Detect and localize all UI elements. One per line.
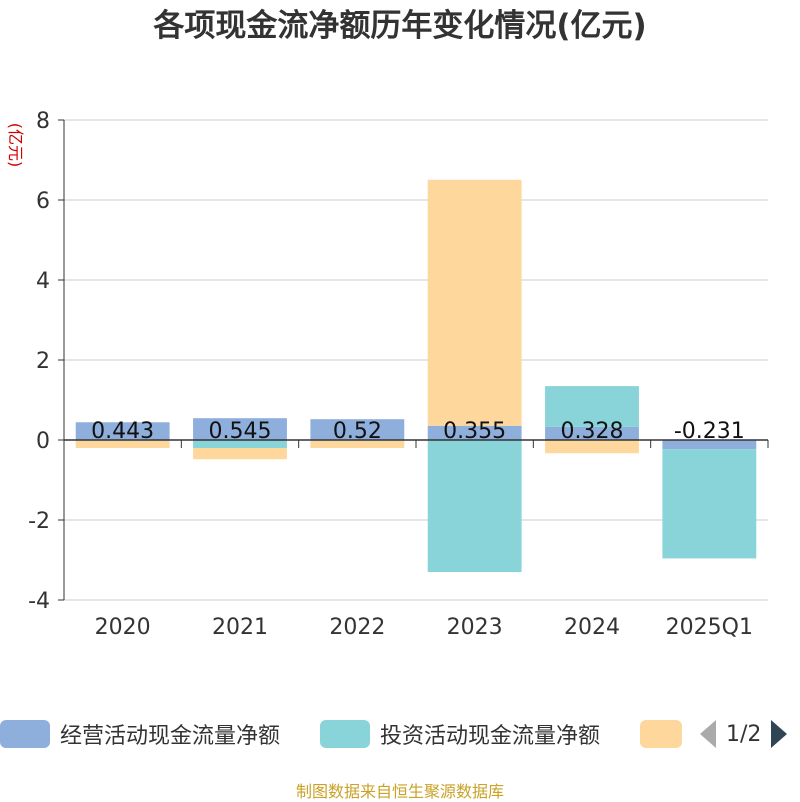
x-tick-label: 2023 (447, 615, 503, 640)
bar-operating-2024 (545, 426, 639, 440)
bar-financing-2021 (193, 448, 287, 460)
bar-operating-2023 (427, 425, 522, 440)
legend-next-page-icon[interactable] (771, 720, 788, 748)
data-label-operating: 0.545 (209, 419, 272, 444)
bar-operating-2020 (75, 422, 170, 440)
data-label-operating: -0.231 (674, 419, 745, 444)
y-tick-label: 8 (36, 109, 50, 134)
y-tick-label: 4 (36, 269, 50, 294)
legend-swatch-financing (640, 720, 682, 748)
data-label-operating: 0.52 (333, 419, 382, 444)
legend: 经营活动现金流量净额 投资活动现金流量净额 (0, 716, 800, 756)
data-label-operating: 0.443 (91, 419, 154, 444)
bar-operating-2022 (310, 419, 405, 440)
y-axis-label: (亿元) (6, 123, 25, 168)
x-tick-label: 2025Q1 (666, 615, 753, 640)
legend-prev-page-icon[interactable] (700, 720, 716, 748)
bar-financing-2020 (75, 440, 170, 448)
chart-title: 各项现金流净额历年变化情况(亿元) (153, 8, 647, 44)
bar-operating-2025Q1 (662, 440, 757, 450)
legend-swatch-investing (320, 720, 370, 748)
bar-investing-2025Q1 (662, 449, 757, 559)
bar-financing-2024 (545, 440, 639, 454)
legend-label-investing: 投资活动现金流量净额 (380, 724, 601, 749)
legend-label-operating: 经营活动现金流量净额 (60, 724, 281, 749)
data-label-operating: 0.355 (443, 419, 506, 444)
bar-financing-2023 (427, 179, 522, 426)
y-tick-label: -4 (28, 589, 50, 614)
y-tick-label: 0 (36, 429, 50, 454)
legend-page-indicator: 1/2 (726, 721, 762, 747)
x-tick-label: 2024 (564, 615, 620, 640)
bar-financing-2022 (310, 440, 405, 448)
chart-area: 8 6 4 2 0 -2 -4 (亿元) 0.443 0.545 0.52 0.355 0.328 -0.… (6, 109, 769, 640)
y-tick-label: 6 (36, 189, 50, 214)
x-tick-label: 2022 (329, 615, 385, 640)
legend-item-financing[interactable] (640, 716, 692, 752)
y-tick-label: -2 (28, 509, 50, 534)
bar-operating-2021 (193, 418, 287, 440)
bar-investing-2024 (545, 386, 639, 427)
data-source-note: 制图数据来自恒生聚源数据库 (295, 782, 504, 801)
data-label-operating: 0.328 (561, 419, 624, 444)
bar-investing-2023 (427, 440, 522, 572)
legend-item-investing[interactable]: 投资活动现金流量净额 (320, 716, 600, 752)
legend-item-operating[interactable]: 经营活动现金流量净额 (0, 716, 280, 752)
legend-swatch-operating (0, 720, 50, 748)
bar-investing-2021 (193, 440, 287, 448)
y-tick-label: 2 (36, 349, 50, 374)
x-tick-label: 2021 (212, 615, 268, 640)
x-tick-label: 2020 (95, 615, 151, 640)
legend-pager: 1/2 (700, 716, 788, 752)
